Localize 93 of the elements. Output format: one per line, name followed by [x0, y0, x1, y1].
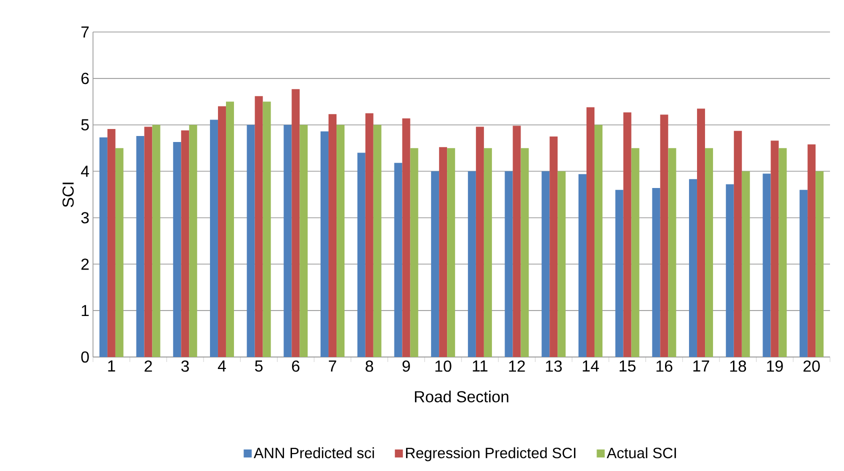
y-tick-label: 4 [80, 166, 90, 177]
bar [365, 113, 374, 357]
bar [336, 124, 345, 357]
x-tick-label: 15 [620, 360, 636, 372]
x-tick-label: 16 [656, 360, 672, 372]
bar [726, 184, 734, 357]
bar [284, 124, 292, 357]
bar [262, 102, 271, 357]
bar [152, 124, 160, 357]
x-tick-label: 14 [582, 360, 599, 372]
bar [550, 136, 558, 357]
bar [770, 140, 779, 357]
y-tick-label: 6 [81, 72, 89, 84]
bar [189, 124, 198, 357]
bar [431, 171, 440, 357]
bar [631, 148, 640, 357]
y-tick-label: 0 [81, 351, 89, 363]
bar [394, 162, 402, 357]
bar [144, 126, 152, 357]
x-tick-label: 3 [181, 360, 189, 372]
bar [328, 114, 337, 357]
y-tick-label: 7 [81, 26, 89, 38]
bar [816, 171, 824, 357]
bar [107, 129, 116, 357]
x-tick-label: 12 [509, 360, 525, 372]
bar [115, 148, 124, 357]
bar [320, 131, 329, 357]
bar [808, 144, 816, 357]
x-tick-label: 5 [255, 360, 263, 372]
bar [439, 147, 448, 357]
bar [594, 124, 602, 357]
bar [742, 171, 750, 357]
bar [136, 136, 144, 357]
bar [586, 107, 594, 357]
bar [181, 130, 190, 357]
bar [623, 112, 632, 357]
bar [705, 148, 714, 357]
legend-label: ANN Predicted sci [254, 447, 374, 458]
legend-label: Actual SCI [606, 447, 676, 458]
x-tick-label: 10 [435, 360, 452, 372]
x-tick-label: 17 [693, 360, 710, 372]
bar [697, 108, 706, 357]
x-tick-label: 6 [292, 360, 300, 372]
x-tick-label: 19 [767, 360, 783, 372]
bar [402, 118, 410, 357]
y-tick-label: 1 [82, 305, 89, 316]
bar [476, 126, 484, 357]
bar [520, 148, 529, 357]
x-tick-label: 2 [144, 360, 152, 372]
x-tick-label: 7 [328, 360, 336, 372]
y-tick-label: 2 [81, 258, 89, 270]
y-tick-label: 3 [81, 212, 89, 224]
bar [99, 137, 108, 357]
y-axis-title: SCI [62, 182, 74, 208]
bar [778, 148, 787, 357]
bar [615, 190, 624, 357]
x-tick-label: 13 [546, 360, 562, 372]
bar [578, 174, 586, 357]
bar [254, 96, 263, 357]
bar [246, 124, 255, 357]
bar [512, 126, 521, 357]
bar [410, 148, 418, 357]
bar [357, 152, 366, 357]
bar [542, 171, 550, 357]
legend-label: Regression Predicted SCI [406, 447, 576, 462]
x-tick-label: 9 [402, 360, 410, 372]
bar [762, 174, 771, 357]
bar [660, 114, 668, 357]
x-axis-title: Road Section [414, 390, 508, 402]
bar [292, 89, 300, 357]
x-tick-label: 20 [804, 360, 820, 372]
x-tick-label: 11 [472, 360, 488, 372]
bar [218, 106, 226, 357]
x-tick-label: 4 [218, 360, 226, 372]
bar [668, 148, 676, 357]
bar [800, 190, 808, 357]
bar [373, 124, 382, 357]
bar [300, 124, 308, 357]
bar [484, 148, 492, 357]
bar [447, 148, 456, 357]
bar [504, 171, 513, 357]
x-tick-label: 8 [366, 360, 374, 372]
bar [173, 142, 182, 357]
bar [468, 171, 476, 357]
x-tick-label: 18 [730, 360, 746, 372]
bar [689, 179, 698, 357]
bar [210, 120, 218, 357]
y-tick-label: 5 [81, 119, 89, 130]
bar [558, 171, 566, 357]
bar [226, 102, 234, 357]
bar [652, 188, 660, 357]
bar [734, 130, 742, 357]
x-tick-label: 1 [108, 360, 116, 372]
